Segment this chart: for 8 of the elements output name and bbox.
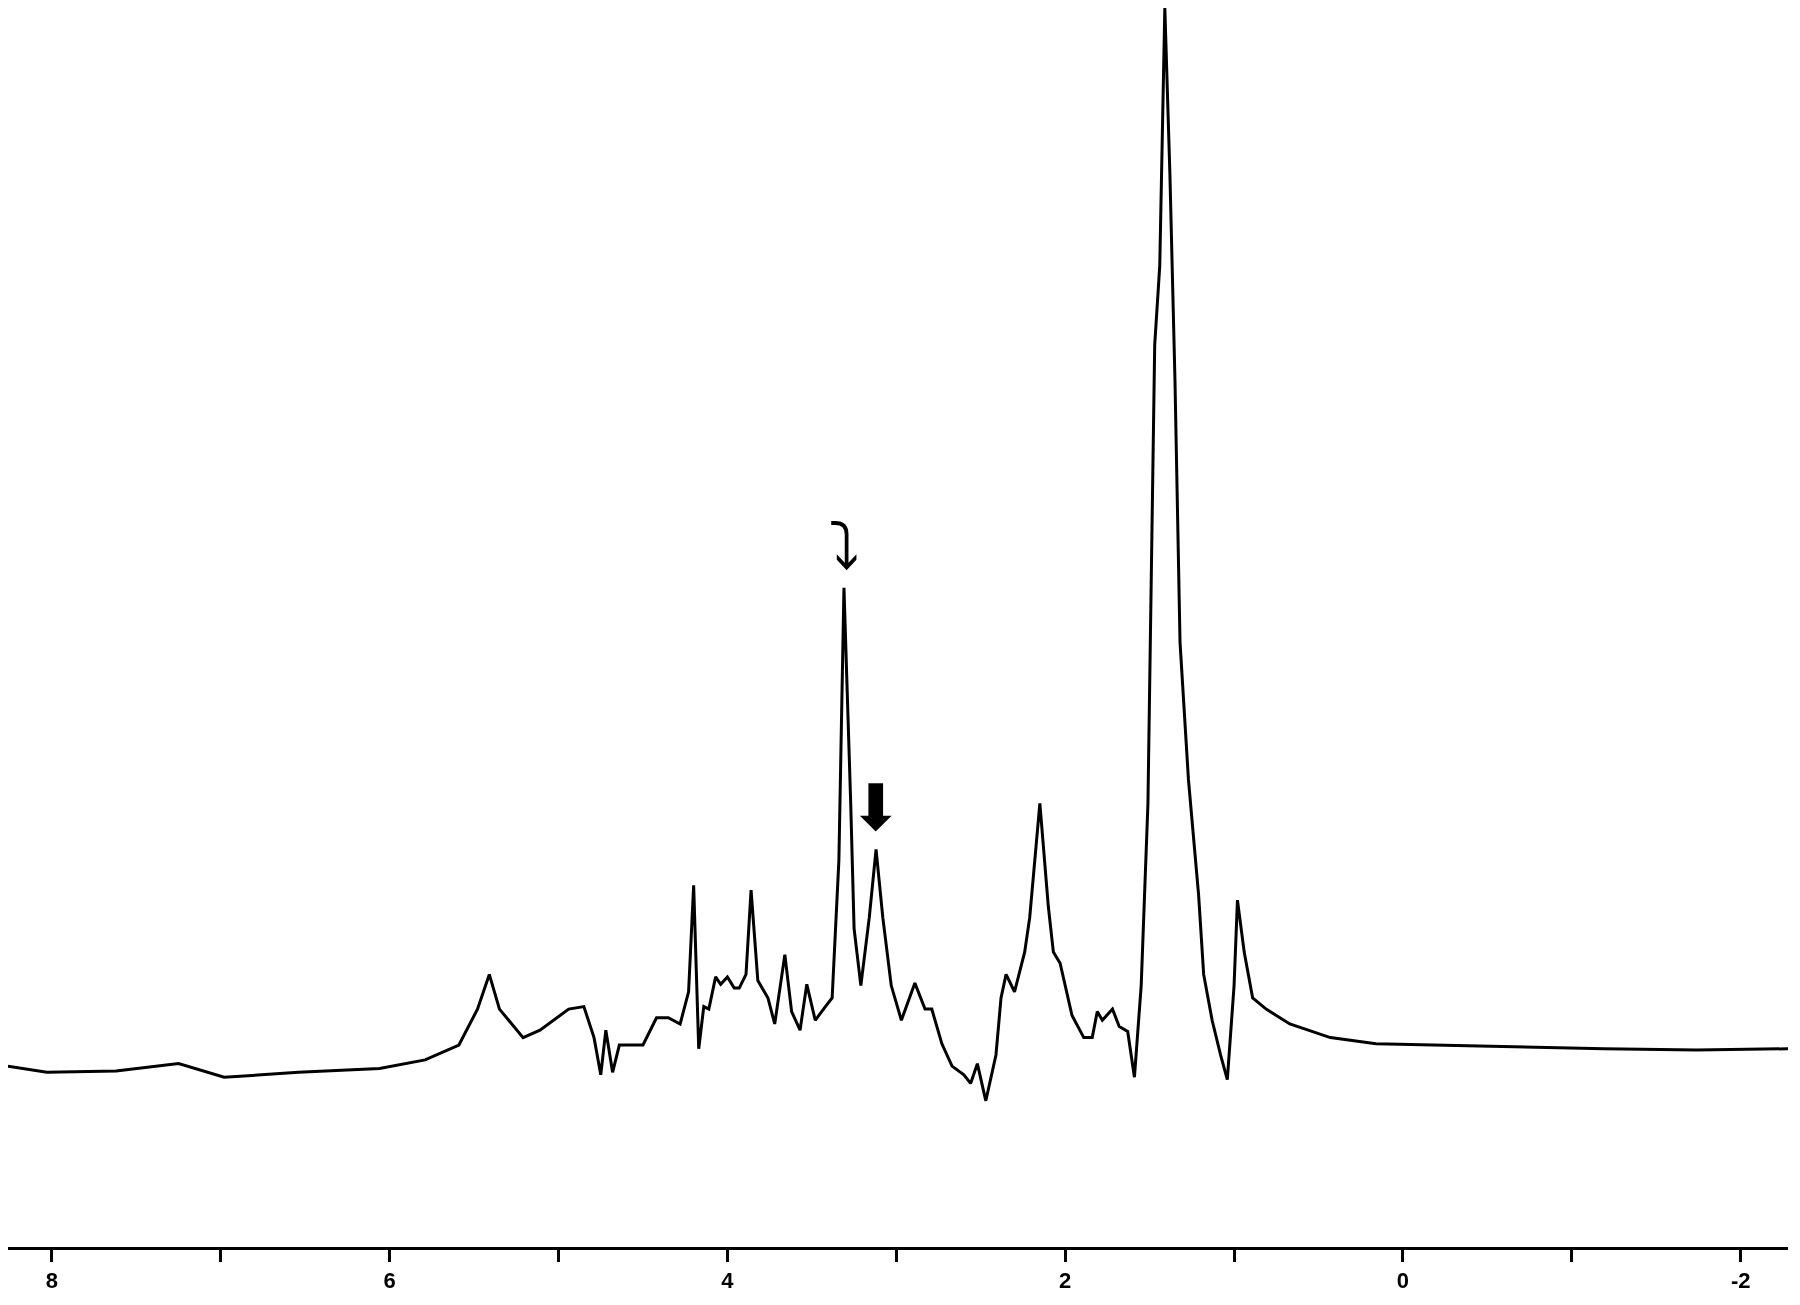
x-tick-label: 0 [1396, 1268, 1410, 1294]
x-tick-label: -2 [1730, 1268, 1751, 1294]
annotation: ⤵ [828, 510, 860, 584]
x-tick-label: 4 [721, 1268, 735, 1294]
x-tick-label: 2 [1059, 1268, 1072, 1294]
x-tick-label: 8 [45, 1268, 59, 1294]
x-tick-label: 6 [383, 1268, 396, 1294]
annotation: ⬇ [849, 771, 903, 845]
